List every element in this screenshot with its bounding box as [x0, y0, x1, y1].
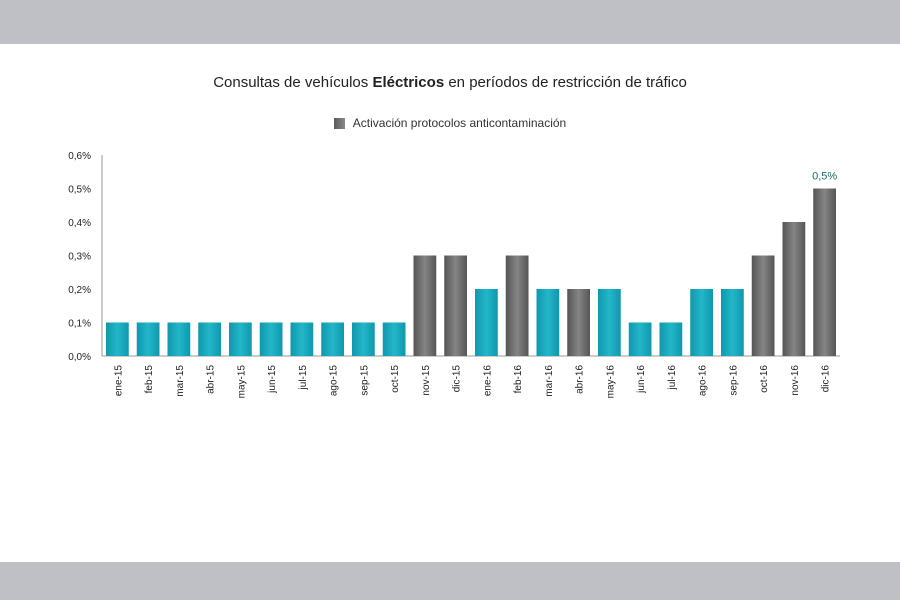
legend-swatch — [333, 117, 345, 129]
bar-ago-16 — [690, 289, 714, 356]
bar-oct-16 — [751, 255, 775, 356]
bar-may-16 — [597, 289, 621, 356]
bar-feb-15 — [136, 322, 160, 356]
bar-abr-15 — [198, 322, 222, 356]
y-tick-label: 0,1% — [68, 319, 91, 330]
x-tick-label: jul-16 — [667, 365, 678, 391]
x-tick-label: nov-16 — [790, 365, 801, 396]
bar-may-15 — [228, 322, 252, 356]
x-tick-label: oct-16 — [759, 365, 770, 393]
bar-mar-16 — [536, 289, 560, 356]
bar-jul-15 — [290, 322, 314, 356]
chart-title: Consultas de vehículos Eléctricos en per… — [0, 74, 900, 91]
x-tick-label: ene-15 — [113, 365, 124, 397]
bar-jun-16 — [628, 322, 652, 356]
bar-abr-16 — [567, 289, 591, 356]
bar-jul-16 — [659, 322, 683, 356]
x-tick-label: jul-15 — [298, 365, 309, 391]
x-tick-label: feb-16 — [513, 365, 524, 394]
y-tick-label: 0,5% — [68, 185, 91, 196]
x-tick-label: feb-15 — [144, 365, 155, 394]
y-tick-label: 0,6% — [68, 151, 91, 162]
bar-ene-16 — [474, 289, 498, 356]
title-bold: Eléctricos — [372, 74, 445, 91]
bar-mar-15 — [167, 322, 191, 356]
x-tick-label: may-15 — [236, 365, 247, 399]
x-tick-label: nov-15 — [421, 365, 432, 396]
x-tick-label: sep-15 — [359, 365, 370, 396]
bar-oct-15 — [382, 322, 406, 356]
x-tick-label: oct-15 — [390, 365, 401, 393]
chart-legend: Activación protocolos anticontaminación — [0, 116, 900, 130]
x-tick-label: may-16 — [605, 365, 616, 399]
y-tick-label: 0,3% — [68, 252, 91, 263]
y-tick-label: 0,2% — [68, 285, 91, 296]
x-tick-label: dic-16 — [821, 365, 832, 393]
x-tick-label: ago-16 — [698, 365, 709, 397]
bar-nov-15 — [413, 255, 437, 356]
x-tick-label: abr-15 — [206, 365, 217, 394]
legend-label: Activación protocolos anticontaminación — [352, 116, 567, 130]
x-tick-label: ene-16 — [482, 365, 493, 397]
x-tick-label: mar-16 — [544, 365, 555, 397]
x-tick-label: dic-15 — [452, 365, 463, 393]
x-tick-label: ago-15 — [329, 365, 340, 397]
x-tick-label: abr-16 — [575, 365, 586, 394]
x-tick-label: sep-16 — [728, 365, 739, 396]
bar-ago-15 — [321, 322, 345, 356]
data-label: 0,5% — [812, 171, 837, 183]
bar-dic-16 — [813, 188, 837, 356]
bar-nov-16 — [782, 222, 806, 356]
x-tick-label: mar-15 — [175, 365, 186, 397]
bar-sep-16 — [720, 289, 744, 356]
bar-jun-15 — [259, 322, 283, 356]
bar-sep-15 — [351, 322, 375, 356]
y-tick-label: 0,4% — [68, 218, 91, 229]
title-prefix: Consultas de vehículos — [213, 74, 373, 91]
x-tick-label: jun-16 — [636, 365, 647, 394]
bar-dic-15 — [444, 255, 468, 356]
x-tick-label: jun-15 — [267, 365, 278, 394]
top-gray-band — [0, 0, 900, 44]
title-suffix: en períodos de restricción de tráfico — [444, 74, 687, 91]
bottom-gray-band — [0, 562, 900, 600]
bar-ene-15 — [105, 322, 129, 356]
bar-feb-16 — [505, 255, 529, 356]
y-tick-label: 0,0% — [68, 352, 91, 363]
